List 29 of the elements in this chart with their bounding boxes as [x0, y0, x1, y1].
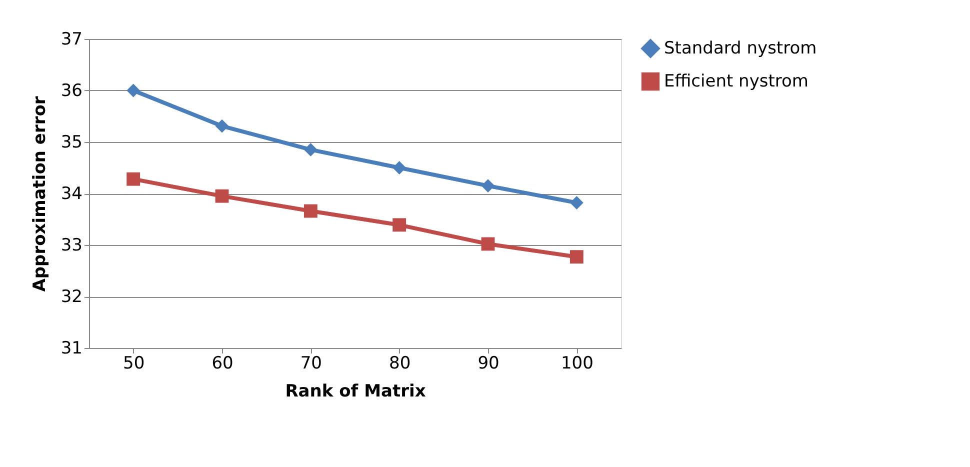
x-tick-label: 90 — [478, 354, 500, 374]
point — [304, 204, 318, 218]
point — [481, 179, 495, 192]
point — [392, 218, 406, 232]
y-tick-label: 33 — [60, 236, 82, 256]
legend-label: Efficient nystrom — [664, 72, 808, 92]
point — [570, 196, 584, 210]
point — [126, 84, 140, 98]
x-tick-label: 50 — [123, 354, 145, 374]
y-tick-label: 36 — [60, 81, 82, 101]
x-tick-label: 100 — [560, 354, 594, 374]
x-tick-label: 60 — [212, 354, 234, 374]
point — [481, 237, 495, 251]
legend-label: Standard nystrom — [664, 38, 817, 58]
y-axis-title: Approximation error — [30, 96, 50, 292]
point — [392, 161, 406, 174]
point — [215, 119, 229, 133]
x-axis-title: Rank of Matrix — [285, 382, 426, 402]
y-tick-label: 31 — [60, 338, 82, 358]
y-tick-label: 35 — [60, 132, 82, 152]
y-tick-label: 32 — [60, 287, 82, 307]
point — [215, 189, 229, 203]
y-tick-label: 34 — [60, 184, 82, 204]
point — [304, 143, 318, 156]
point — [126, 172, 140, 186]
point — [570, 250, 584, 264]
x-tick-label: 70 — [300, 354, 322, 374]
y-tick-label: 37 — [60, 30, 82, 50]
x-tick-label: 80 — [389, 354, 411, 374]
